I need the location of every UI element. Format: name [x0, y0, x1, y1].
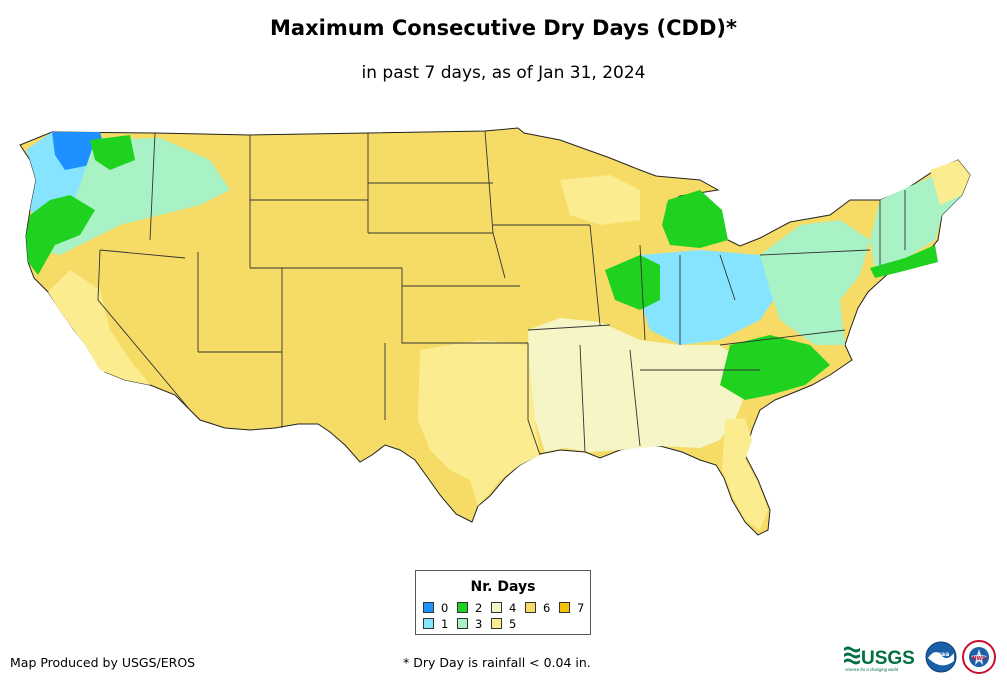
legend-label-5: 5	[509, 617, 517, 631]
legend-label-7: 7	[577, 601, 585, 615]
zone-5-north	[560, 175, 640, 225]
zone-3-nw	[40, 138, 230, 255]
noaa-wordmark: noaa	[933, 651, 950, 658]
producer-credit: Map Produced by USGS/EROS	[10, 655, 196, 670]
legend-label-6: 6	[543, 601, 551, 615]
legend-label-0: 0	[441, 601, 449, 615]
legend-label-2: 2	[475, 601, 483, 615]
nws-wordmark: NWS	[972, 656, 986, 662]
state-boundaries	[97, 130, 906, 456]
legend-swatch-2	[457, 602, 468, 613]
legend-swatch-3	[457, 618, 468, 629]
noaa-logo: noaa	[925, 641, 957, 673]
zone-5-texas	[418, 340, 540, 506]
zone-2-nw	[26, 195, 95, 275]
zone-1-ohio	[640, 250, 780, 345]
dry-day-footnote: * Dry Day is rainfall < 0.04 in.	[403, 655, 591, 670]
legend-swatch-4	[491, 602, 502, 613]
usgs-logo: USGS science for a changing world	[844, 646, 915, 672]
legend-swatch-0	[423, 602, 434, 613]
legend-swatch-7	[559, 602, 570, 613]
legend-swatch-6	[525, 602, 536, 613]
zone-2-carolinas	[720, 335, 830, 400]
legend-label-3: 3	[475, 617, 483, 631]
usgs-tagline: science for a changing world	[845, 667, 899, 672]
zone-2-michigan	[662, 190, 728, 248]
legend-swatch-1	[423, 618, 434, 629]
legend-label-1: 1	[441, 617, 449, 631]
legend-swatch-5	[491, 618, 502, 629]
legend: Nr. Days 0 2 4 6 7 1 3 5	[415, 570, 591, 635]
zone-5-maine	[930, 160, 970, 205]
zone-4-south	[528, 318, 745, 452]
zone-2-illinois	[605, 255, 660, 310]
usgs-wordmark: USGS	[861, 648, 915, 669]
zone-2-ne-coast	[870, 245, 938, 278]
zone-5-california	[48, 270, 150, 385]
nws-logo: NWS	[962, 640, 996, 674]
legend-title: Nr. Days	[470, 579, 536, 595]
zone-2-nw-b	[90, 135, 135, 170]
zone-5-florida	[722, 418, 768, 530]
map-title: Maximum Consecutive Dry Days (CDD)*	[270, 16, 737, 40]
map-subtitle: in past 7 days, as of Jan 31, 2024	[361, 63, 646, 83]
legend-label-4: 4	[509, 601, 517, 615]
